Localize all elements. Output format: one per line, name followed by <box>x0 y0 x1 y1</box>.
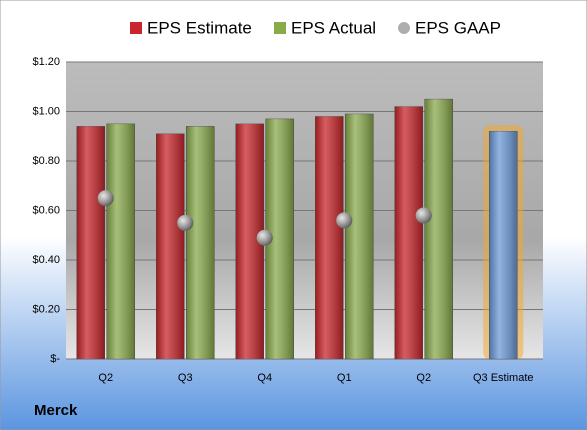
bar-shine <box>106 123 135 359</box>
gaap-shine <box>256 229 273 246</box>
x-tick-label: Q2 <box>98 372 113 384</box>
gaap-shine <box>415 207 432 224</box>
y-tick-label: $0.60 <box>32 204 60 216</box>
bar-shine <box>489 131 518 359</box>
x-tick-label: Q3 Estimate <box>473 372 534 384</box>
legend-label: EPS Estimate <box>147 18 252 37</box>
bar-shine <box>186 126 215 359</box>
legend-label: EPS GAAP <box>415 18 501 37</box>
gaap-shine <box>177 214 194 231</box>
y-tick-label: $1.00 <box>32 105 60 117</box>
y-tick-label: $0.20 <box>32 303 60 315</box>
legend-marker <box>274 22 286 34</box>
bar-shine <box>156 133 185 359</box>
x-tick-label: Q2 <box>416 372 431 384</box>
y-tick-label: $0.40 <box>32 254 60 266</box>
y-tick-label: $- <box>50 353 60 365</box>
legend-marker <box>130 22 142 34</box>
x-tick-label: Q4 <box>257 372 272 384</box>
x-tick-label: Q1 <box>337 372 352 384</box>
gaap-shine <box>97 190 114 207</box>
y-tick-label: $1.20 <box>32 56 60 68</box>
bar-shine <box>394 106 423 359</box>
gaap-shine <box>336 212 353 229</box>
bar-shine <box>345 113 374 359</box>
bar-shine <box>315 116 344 359</box>
x-tick-label: Q3 <box>178 372 193 384</box>
bar-shine <box>424 99 453 359</box>
y-tick-label: $0.80 <box>32 155 60 167</box>
legend-marker <box>398 22 410 34</box>
legend-label: EPS Actual <box>291 18 376 37</box>
bar-shine <box>76 126 105 359</box>
chart-title: Merck <box>34 402 78 419</box>
